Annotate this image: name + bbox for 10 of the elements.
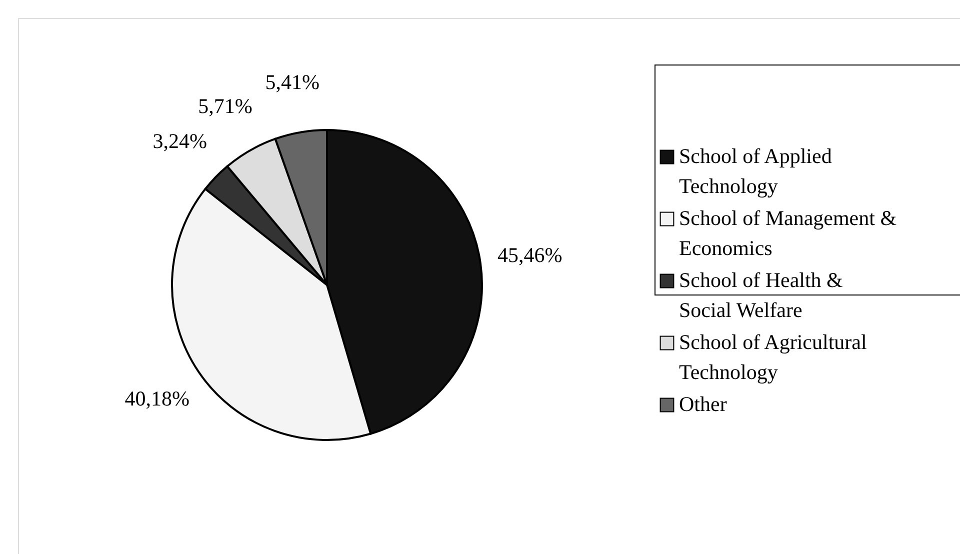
- legend-label: School of Management & Economics: [679, 206, 897, 260]
- legend-label: School of Agricultural Technology: [679, 330, 867, 384]
- data-label: 5,71%: [198, 94, 252, 118]
- data-label: 45,46%: [498, 242, 562, 267]
- data-label: 3,24%: [152, 129, 207, 154]
- legend-label: School of Applied Technology: [679, 144, 832, 198]
- legend-label: Other: [679, 392, 727, 416]
- legend-label: School of Health & Social Welfare: [679, 268, 843, 322]
- data-label: 5,41%: [265, 70, 320, 94]
- data-label: 40,18%: [124, 386, 190, 411]
